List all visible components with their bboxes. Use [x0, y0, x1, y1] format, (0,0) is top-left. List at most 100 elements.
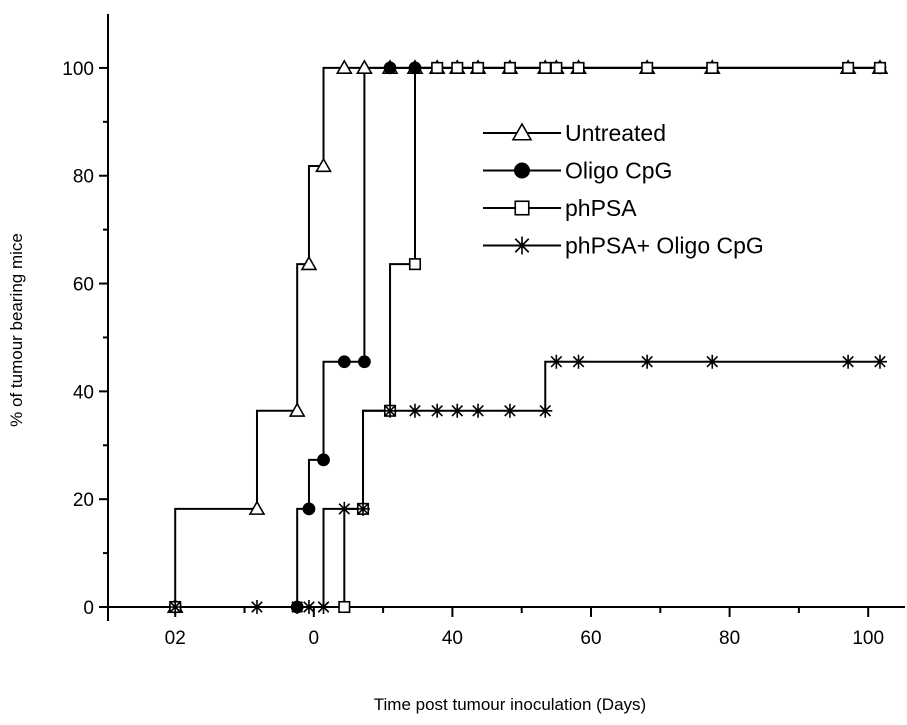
marker	[539, 61, 552, 74]
marker	[338, 600, 351, 614]
y-tick-label: 80	[73, 167, 94, 188]
marker	[430, 403, 445, 418]
marker	[513, 236, 531, 255]
marker	[873, 61, 887, 74]
y-tick-label: 0	[83, 598, 94, 619]
marker	[550, 61, 563, 74]
marker-shape	[471, 403, 486, 418]
marker	[842, 61, 855, 74]
marker-shape	[571, 354, 586, 369]
marker-shape	[288, 402, 306, 417]
marker-shape	[431, 61, 444, 74]
marker	[549, 354, 564, 369]
marker-shape	[640, 354, 655, 369]
marker-shape	[872, 354, 887, 369]
marker-shape	[641, 61, 654, 74]
legend-label: phPSA	[565, 195, 637, 221]
marker-shape	[706, 61, 719, 74]
y-axis-title: % of tumour bearing mice	[7, 233, 26, 427]
marker	[538, 403, 553, 418]
marker	[502, 403, 517, 418]
marker-shape	[301, 600, 316, 614]
y-tick-label: 60	[73, 275, 94, 296]
marker	[290, 600, 305, 614]
marker-shape	[451, 61, 464, 74]
marker-shape	[450, 403, 465, 418]
legend-label: Oligo CpG	[565, 158, 672, 184]
marker-shape	[356, 59, 373, 74]
series-line	[175, 66, 880, 608]
marker-shape	[550, 61, 563, 74]
marker-shape	[511, 122, 533, 141]
x-axis-title: Time post tumour inoculation (Days)	[374, 695, 646, 714]
x-tick-label: 0	[309, 628, 320, 649]
marker	[514, 200, 530, 216]
marker	[335, 59, 353, 74]
marker	[408, 258, 422, 271]
marker-shape	[514, 200, 530, 216]
marker	[248, 500, 266, 515]
marker-shape	[249, 600, 264, 614]
marker-shape	[842, 61, 855, 74]
marker	[408, 61, 422, 75]
marker-shape	[338, 600, 351, 614]
x-tick-label: 40	[442, 628, 463, 649]
marker-shape	[335, 59, 353, 74]
marker-shape	[337, 501, 352, 516]
marker	[640, 354, 655, 369]
marker	[471, 61, 485, 74]
marker-shape	[471, 61, 485, 74]
marker	[841, 354, 856, 369]
marker-shape	[315, 157, 332, 173]
marker-shape	[300, 255, 318, 271]
marker	[300, 255, 318, 271]
marker-shape	[513, 162, 530, 179]
y-tick-label: 20	[73, 490, 94, 511]
marker	[706, 61, 719, 74]
y-tick-label: 40	[73, 382, 94, 403]
x-tick-label: 80	[719, 628, 740, 649]
marker-shape	[356, 501, 371, 516]
marker	[641, 61, 654, 74]
marker-shape	[248, 500, 266, 515]
marker	[249, 600, 264, 614]
marker-shape	[383, 61, 397, 75]
marker-shape	[408, 258, 422, 271]
marker	[451, 61, 464, 74]
marker-shape	[337, 355, 351, 369]
marker-shape	[316, 600, 331, 614]
marker-shape	[841, 354, 856, 369]
marker	[572, 61, 585, 74]
x-tick-label: 100	[852, 628, 884, 649]
marker	[471, 403, 486, 418]
marker	[302, 502, 316, 516]
marker	[288, 402, 306, 417]
marker-shape	[705, 354, 720, 369]
marker-shape	[538, 403, 553, 418]
marker-shape	[430, 403, 445, 418]
marker	[356, 501, 371, 516]
series-line	[174, 66, 880, 607]
marker	[431, 61, 444, 74]
marker-shape	[317, 453, 330, 467]
marker-shape	[549, 354, 564, 369]
marker-shape	[539, 61, 552, 74]
marker-shape	[358, 355, 371, 369]
marker	[337, 355, 351, 369]
legend: Untreated Oligo CpG phPSA phPSA+ Oligo CpG	[483, 120, 764, 259]
marker	[356, 59, 373, 74]
marker	[383, 61, 397, 75]
marker	[511, 122, 533, 141]
marker	[705, 354, 720, 369]
marker	[168, 600, 183, 614]
marker-shape	[290, 600, 305, 614]
series-line	[175, 66, 880, 608]
marker	[383, 403, 398, 418]
marker-shape	[168, 600, 183, 614]
marker-shape	[503, 61, 516, 74]
marker-shape	[502, 403, 517, 418]
marker-shape	[513, 236, 531, 255]
marker	[301, 600, 316, 614]
marker	[450, 403, 465, 418]
